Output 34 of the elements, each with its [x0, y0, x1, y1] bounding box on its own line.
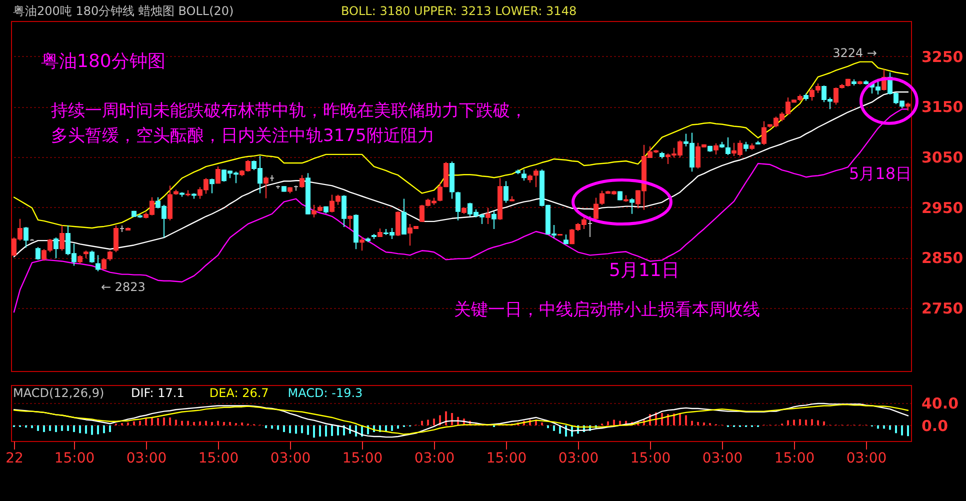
series-label: DIF: 17.1 [131, 386, 184, 400]
y-tick-label: 2850 [922, 249, 964, 268]
text: MACD: -19.3 [288, 386, 363, 400]
y-tick-label: 40.0 [922, 394, 959, 412]
y-tick-label: 2950 [922, 198, 964, 217]
annotation: 5月11日 [609, 260, 680, 281]
y-tick-label: 3050 [922, 148, 964, 166]
x-tick-label: 15:00 [486, 450, 527, 466]
y-tick-label: 3250 [922, 48, 964, 66]
x-tick-label: 03:00 [414, 450, 455, 466]
x-tick-label: 15:00 [342, 450, 383, 466]
y-tick-label: 0.0 [922, 416, 948, 435]
chart-title: MACD(12,26,9) [13, 386, 104, 400]
annotation: 3224 → [832, 46, 877, 60]
annotation: 5月18日 [849, 164, 912, 183]
x-tick-label: 03:00 [558, 450, 599, 466]
x-tick-label: 03:00 [702, 450, 743, 466]
x-tick-label: 03:00 [126, 450, 167, 466]
chart-title: 粤油200吨 180分钟线 蜡烛图 BOLL(20) [13, 4, 234, 18]
y-tick-label: 3150 [922, 98, 964, 116]
annotation: 粤油180分钟图 [41, 51, 166, 72]
x-tick-label: 03:00 [846, 450, 887, 466]
series-label: DEA: 26.7 [209, 386, 269, 400]
x-tick-label: 15:00 [630, 450, 671, 466]
x-tick-label: 15:00 [54, 450, 95, 466]
x-tick-label: 22 [6, 450, 24, 466]
annotation: ← 2823 [101, 280, 146, 294]
x-tick-label: 15:00 [774, 450, 815, 466]
annotation: 持续一周时间未能跌破布林带中轨，昨晚在美联储助力下跌破，多头暂缓，空头酝酿，日内关注中轨3175附近阻力 [51, 101, 527, 146]
y-tick-label: 2750 [922, 300, 964, 318]
x-tick-label: 03:00 [270, 450, 311, 466]
chart-subtitle: BOLL: 3180 UPPER: 3213 LOWER: 3148 [341, 4, 577, 18]
annotation: 关键一日，中线启动带小止损看本周收线 [454, 300, 760, 320]
x-tick-label: 15:00 [198, 450, 239, 466]
